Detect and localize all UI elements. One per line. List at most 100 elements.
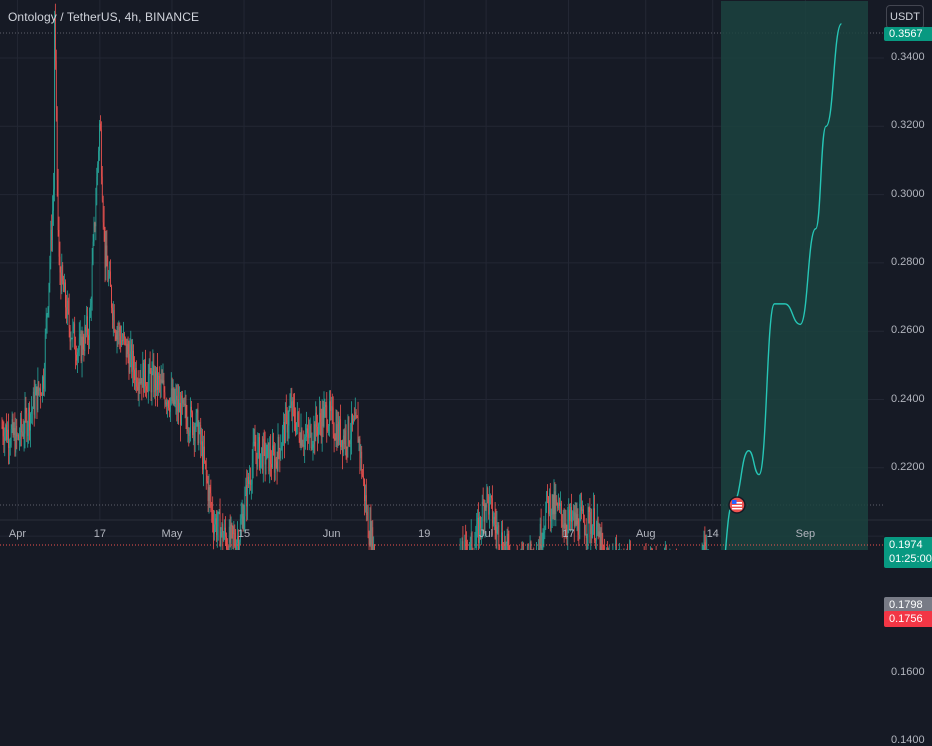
price-tick-label: 0.3400 [891,51,925,63]
candle-body [160,379,161,385]
candle-body [290,406,291,410]
candle-body [74,323,75,349]
candle-body [552,495,553,515]
candle-body [327,430,328,431]
candle-body [330,401,331,411]
candle-body [49,262,50,283]
candle-body [80,334,81,338]
candle-body [463,541,464,550]
candle-body [188,431,189,436]
candle-body [176,396,177,400]
candle-body [271,464,272,467]
candle-body [347,448,348,449]
candle-body [483,502,484,505]
candle-body [217,526,218,535]
candle-body [370,521,371,545]
candle-body [81,334,82,361]
candle-body [83,337,84,350]
candle-body [315,413,316,442]
candle-body [337,424,338,445]
candle-body [365,495,366,501]
candle-body [318,424,319,435]
candle-body [256,453,257,467]
candle-body [257,443,258,466]
candle-body [288,425,289,432]
candle-body [580,507,581,512]
candle-body [148,376,149,392]
candle-body [465,540,466,542]
candle-body [69,309,70,328]
candle-body [180,403,181,425]
time-tick-label: Apr [9,528,26,540]
candle-body [158,376,159,390]
candle-body [601,533,602,550]
candle-body [97,164,98,177]
candle-body [358,417,359,442]
symbol-title: Ontology / TetherUS, 4h, BINANCE [8,10,199,24]
candle-body [561,503,562,515]
candle-body [484,505,485,522]
candle-body [70,328,71,342]
candle-body [127,344,128,357]
candle-body [114,310,115,331]
currency-button[interactable]: USDT [886,5,924,29]
candle-body [121,340,122,345]
candle-body [109,272,110,277]
candle-body [344,436,345,445]
candle-body [328,426,329,431]
candle-body [153,365,154,372]
candle-body [230,527,231,543]
candle-body [153,365,154,393]
candle-body [84,349,85,351]
candle-body [360,452,361,458]
candle-body [486,505,487,508]
candle-body [98,151,99,164]
candle-body [51,230,52,240]
candle-body [331,406,332,411]
candle-body [138,387,139,390]
candle-body [136,368,137,386]
candle-body [372,527,373,550]
candle-body [222,524,223,541]
candle-body [557,502,558,508]
candle-body [129,354,130,373]
candle-body [141,378,142,387]
candle-body [531,542,532,550]
candle-body [210,493,211,505]
candle-body [560,503,561,506]
candle-body [79,338,80,349]
chart-canvas[interactable] [0,0,932,550]
candle-body [299,422,300,438]
candle-body [61,265,62,292]
candle-body [229,527,230,550]
candle-body [215,518,216,524]
candle-body [363,476,364,478]
candle-body [556,500,557,503]
candle-body [555,500,556,514]
candle-body [470,539,471,550]
candle-body [278,437,279,471]
us-flag-icon[interactable] [729,497,745,513]
candle-body [273,445,274,452]
candle-body [575,513,576,527]
candle-body [287,411,288,432]
candle-body [61,273,62,292]
candle-body [601,533,602,545]
candle-body [101,130,102,177]
candle-body [335,438,336,439]
candle-body [159,376,160,379]
candle-body [194,426,195,440]
candle-body [6,425,7,440]
candle-body [301,430,302,445]
candle-body [212,508,213,523]
candle-body [236,543,237,550]
candle-body [154,371,155,392]
candle-body [107,246,108,267]
candle-body [546,491,547,508]
entry-level-tag: 0.1756 [884,611,932,627]
candle-body [187,431,188,432]
candle-body [291,401,292,416]
candle-body [485,505,486,522]
candle-body [22,432,23,433]
candle-body [209,487,210,501]
